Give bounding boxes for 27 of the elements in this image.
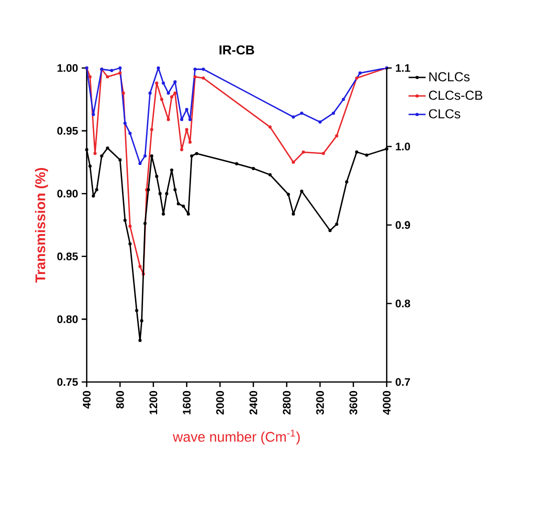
- x-tick-label: 3200: [316, 390, 324, 415]
- y2-tick-label: 0.9: [396, 221, 410, 229]
- y2-tick-label: 0.7: [396, 378, 410, 386]
- y-tick-label: 0.95: [57, 126, 78, 135]
- y-tick-label: 0.85: [57, 252, 78, 260]
- y-tick-label: 0.80: [57, 315, 78, 324]
- x-tick-label: 1600: [182, 390, 191, 414]
- x-tick-label: 2000: [216, 390, 224, 415]
- x-tick-label: 3600: [349, 390, 358, 415]
- x-tick-label: 800: [116, 390, 124, 408]
- x-tick-label: 2400: [250, 390, 258, 415]
- y-axis-title: Transmission (%): [35, 168, 48, 283]
- chart-title: IR-CB: [220, 45, 254, 54]
- legend-label: CLCs: [428, 109, 460, 118]
- x-tick-label: 4000: [382, 390, 391, 415]
- legend-label: CLCs-CB: [428, 90, 482, 100]
- legend-label: NCLCs: [429, 72, 470, 82]
- y2-tick-label: 1.0: [396, 142, 410, 150]
- y2-tick-label: 1.1: [396, 64, 410, 72]
- y-tick-label: 1.00: [58, 64, 78, 72]
- x-tick-label: 1200: [150, 390, 158, 414]
- y-tick-label: 0.90: [57, 190, 78, 198]
- y-tick-label: 0.75: [57, 378, 78, 386]
- y2-tick-label: 0.8: [396, 300, 410, 308]
- x-axis-title: wave number (Cm$^{-1}$): [172, 430, 300, 445]
- x-tick-label: 2800: [282, 390, 291, 415]
- x-tick-label: 400: [82, 390, 91, 409]
